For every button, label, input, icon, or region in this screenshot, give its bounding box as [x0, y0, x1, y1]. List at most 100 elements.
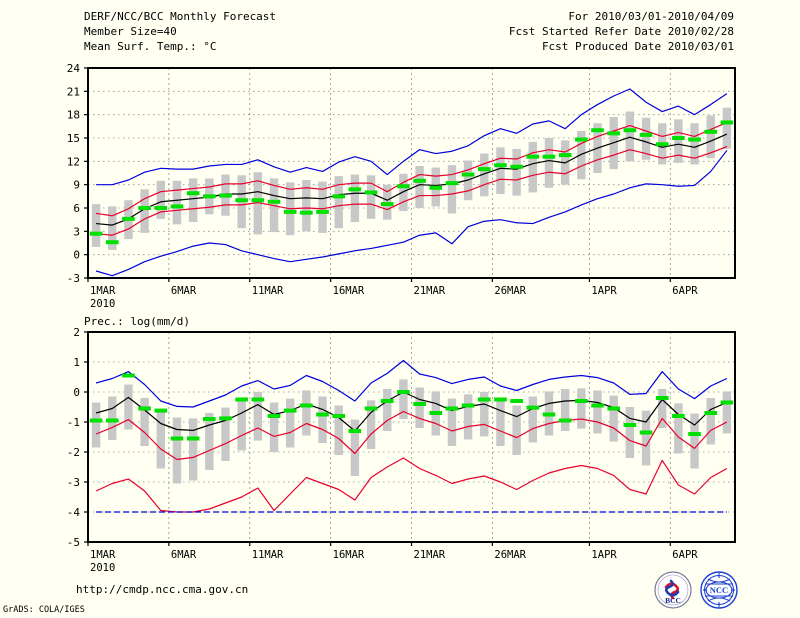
x-axis-year-label: 2010 — [90, 562, 115, 574]
ensemble-spread-bar — [528, 141, 538, 193]
series-line-ensemble-max — [96, 88, 728, 186]
series-line-ensemble-mean — [95, 391, 728, 432]
y-tick-label: 2 — [73, 326, 80, 339]
x-tick-label: 1APR — [591, 549, 617, 561]
ensemble-spread-bar — [124, 384, 133, 430]
ensemble-spread-bar — [625, 407, 635, 458]
x-tick-label: 6MAR — [171, 285, 197, 297]
ensemble-spread-bar — [156, 180, 165, 219]
ensemble-spread-bar — [140, 189, 149, 233]
y-tick-label: 0 — [73, 249, 80, 262]
ensemble-spread-bar — [722, 391, 732, 434]
ensemble-spread-bar — [350, 174, 360, 222]
ensemble-spread-bar — [706, 398, 715, 445]
y-tick-label: -5 — [67, 536, 80, 549]
ensemble-spread-bar — [108, 396, 117, 440]
ensemble-spread-bar — [658, 389, 667, 428]
y-tick-label: 12 — [67, 155, 80, 168]
ensemble-spread-bar — [690, 413, 699, 469]
ensemble-spread-bar — [528, 396, 538, 443]
series-line-75th-percentile — [95, 410, 728, 461]
x-tick-label: 16MAR — [333, 285, 365, 297]
ensemble-spread-bar — [690, 123, 699, 165]
series-line-ensemble-mean — [96, 133, 728, 226]
ensemble-spread-bar — [415, 166, 424, 208]
ncc-logo: NCC — [700, 571, 738, 609]
ensemble-spread-bar — [512, 148, 521, 196]
x-tick-label: 26MAR — [494, 285, 526, 297]
ensemble-spread-bar — [156, 410, 165, 469]
series-line-ensemble-min — [95, 150, 728, 277]
y-tick-label: 6 — [73, 202, 80, 215]
precipitation-variable-label: Prec.: log(mm/d) — [84, 315, 190, 328]
y-tick-label: 1 — [73, 356, 80, 369]
ensemble-spread-bar — [399, 173, 408, 212]
ensemble-spread-bar — [253, 172, 263, 235]
ensemble-spread-bar — [625, 111, 635, 162]
ensemble-spread-bar — [172, 180, 182, 225]
ensemble-spread-bar — [706, 115, 715, 159]
ensemble-spread-bar — [318, 181, 327, 233]
y-tick-label: -4 — [67, 506, 81, 519]
ensemble-spread-bar — [722, 107, 732, 149]
y-tick-label: 9 — [73, 179, 80, 192]
agency-logos: BCC NCC — [652, 570, 744, 610]
page-title: DERF/NCC/BCC Monthly Forecast — [84, 10, 277, 23]
ensemble-spread-bar — [285, 398, 295, 448]
forecast-started-label: Fcst Started Refer Date 2010/02/28 — [508, 25, 734, 38]
ensemble-spread-bar — [415, 387, 424, 428]
forecast-produced-label: Fcst Produced Date 2010/03/01 — [541, 40, 734, 53]
ensemble-spread-bar — [237, 400, 246, 451]
member-size-label: Member Size=40 — [84, 25, 177, 38]
series-line-75th-percentile — [96, 121, 728, 217]
ensemble-spread-bar — [609, 395, 618, 442]
ensemble-spread-bar — [334, 405, 343, 455]
y-tick-label: 3 — [73, 225, 80, 238]
ensemble-spread-bar — [366, 400, 376, 449]
ensemble-spread-bar — [269, 402, 279, 452]
chart-panel-surface-temperature: -3 0 3 6 9 12 15 18 21 24 1MAR 6MAR 11MAR 16MAR 21MAR 2… — [67, 62, 736, 310]
y-tick-label: 0 — [73, 386, 80, 399]
ensemble-spread-bar — [544, 138, 554, 188]
ensemble-spread-bar — [334, 176, 343, 229]
ensemble-spread-bar — [350, 419, 360, 476]
x-tick-label: 6APR — [672, 285, 698, 297]
ensemble-spread-bar — [188, 178, 198, 222]
grads-credit: GrADS: COLA/IGES — [3, 605, 85, 615]
x-tick-label: 26MAR — [494, 549, 526, 561]
ensemble-spread-bar — [366, 175, 376, 219]
website-url[interactable]: http://cmdp.ncc.cma.gov.cn — [76, 583, 249, 596]
ensemble-spread-bar — [560, 389, 570, 431]
ensemble-spread-bar — [221, 407, 230, 461]
series-line-25th-percentile — [95, 457, 728, 513]
svg-text:NCC: NCC — [710, 585, 728, 595]
ensemble-spread-bar — [674, 403, 683, 454]
ensemble-spread-bar — [496, 398, 505, 446]
ensemble-spread-bar — [140, 398, 149, 446]
y-tick-label: -3 — [67, 272, 80, 285]
ensemble-spread-bar — [188, 418, 198, 481]
ensemble-spread-bar — [496, 147, 505, 194]
x-tick-label: 11MAR — [252, 549, 284, 561]
ensemble-spread-bar — [641, 410, 651, 466]
ensemble-spread-bar — [674, 119, 683, 163]
ensemble-spread-bar — [302, 390, 311, 436]
ensemble-spread-bar — [91, 204, 101, 247]
ensemble-spread-bar — [205, 413, 214, 470]
ensemble-spread-bar — [253, 392, 263, 441]
svg-text:BCC: BCC — [665, 596, 681, 605]
ensemble-spread-bar — [447, 398, 457, 446]
ensemble-spread-bar — [463, 394, 473, 440]
ensemble-spread-bar — [383, 389, 392, 431]
ensemble-spread-bar — [91, 402, 101, 448]
x-tick-label: 11MAR — [252, 285, 284, 297]
x-tick-label: 1MAR — [90, 549, 116, 561]
y-tick-label: -2 — [67, 446, 80, 459]
ensemble-spread-bar — [302, 180, 311, 232]
y-tick-label: -1 — [67, 416, 80, 429]
ensemble-spread-bar — [577, 131, 586, 180]
ensemble-spread-bar — [480, 153, 489, 197]
